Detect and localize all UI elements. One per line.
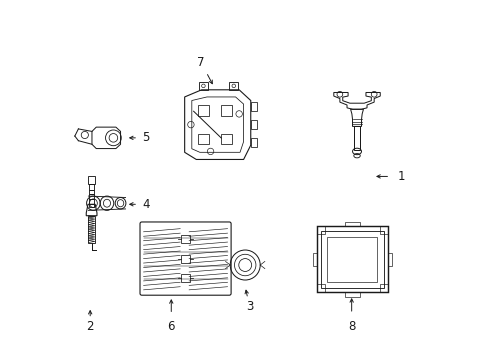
Bar: [380, 226, 387, 234]
Text: 3: 3: [245, 300, 253, 313]
Text: 1: 1: [397, 170, 405, 183]
Bar: [250, 120, 257, 129]
Text: 6: 6: [167, 320, 175, 333]
Bar: [345, 292, 359, 297]
Bar: [88, 176, 95, 184]
Bar: [181, 274, 190, 282]
Bar: [198, 105, 208, 116]
Bar: [198, 134, 208, 144]
Bar: [345, 222, 359, 226]
Text: 4: 4: [142, 198, 150, 211]
Text: 5: 5: [142, 131, 150, 144]
Bar: [316, 226, 387, 292]
Bar: [88, 216, 95, 243]
Bar: [320, 230, 383, 288]
Bar: [89, 199, 94, 203]
Bar: [221, 105, 231, 116]
Bar: [316, 284, 324, 292]
Bar: [316, 226, 324, 234]
Bar: [387, 253, 391, 266]
Bar: [221, 134, 231, 144]
Text: 8: 8: [347, 320, 355, 333]
Bar: [229, 82, 238, 90]
Bar: [89, 190, 94, 194]
Bar: [181, 235, 190, 243]
Text: 7: 7: [197, 55, 204, 69]
Bar: [353, 126, 359, 150]
Bar: [250, 138, 257, 147]
Bar: [89, 184, 94, 190]
Bar: [312, 253, 316, 266]
Bar: [181, 255, 190, 262]
Bar: [199, 82, 207, 90]
Bar: [380, 284, 387, 292]
Text: 2: 2: [86, 320, 94, 333]
Bar: [89, 203, 94, 207]
Bar: [250, 103, 257, 111]
Bar: [326, 237, 377, 282]
Bar: [88, 194, 94, 199]
